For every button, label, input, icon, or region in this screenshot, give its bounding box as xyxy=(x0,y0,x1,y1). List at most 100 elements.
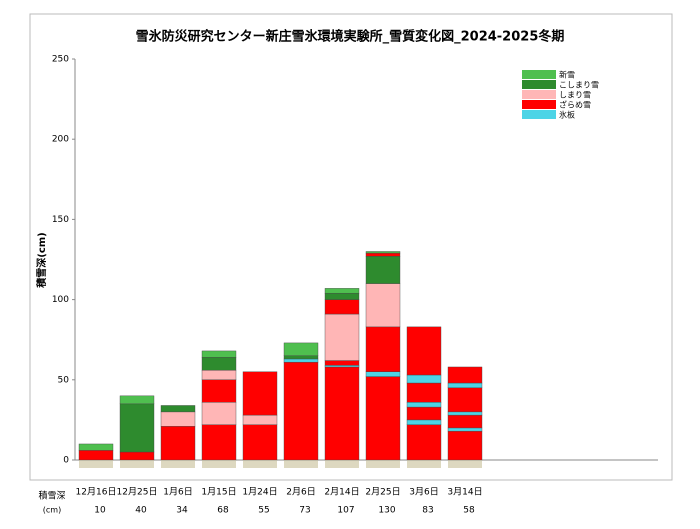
depth-row-unit: (cm) xyxy=(43,506,61,515)
depth-label: 68 xyxy=(217,506,229,516)
snow-layer xyxy=(324,299,360,315)
depth-label: 58 xyxy=(463,506,475,516)
ground xyxy=(243,460,277,468)
snow-layer xyxy=(406,374,442,384)
depth-label: 40 xyxy=(135,506,147,516)
chart-title: 雪氷防災研究センター新庄雪氷環境実験所_雪質変化図_2024-2025冬期 xyxy=(136,29,565,45)
snow-layer xyxy=(201,350,237,358)
legend-label: 氷板 xyxy=(559,110,575,120)
depth-label: 130 xyxy=(378,506,395,516)
ground xyxy=(161,460,195,468)
ground xyxy=(202,460,236,468)
y-tick-label: 0 xyxy=(63,456,69,466)
snow-layer xyxy=(119,451,155,461)
ground xyxy=(366,460,400,468)
y-axis-label: 積雪深(cm) xyxy=(35,232,48,289)
depth-label: 73 xyxy=(299,506,310,516)
snow-layer xyxy=(201,369,237,380)
snow-layer xyxy=(119,395,155,405)
snow-layer xyxy=(283,358,319,363)
legend-swatch xyxy=(522,90,556,99)
x-tick-label: 3月14日 xyxy=(447,487,482,498)
snow-layer xyxy=(201,357,237,371)
snow-layer xyxy=(324,313,360,361)
snow-layer xyxy=(447,414,483,429)
snow-layer xyxy=(447,366,483,384)
snow-layer xyxy=(406,419,442,425)
snow-layer xyxy=(283,361,319,461)
ground xyxy=(284,460,318,468)
snow-layer xyxy=(406,402,442,408)
x-tick-label: 2月25日 xyxy=(365,487,400,498)
snow-layer xyxy=(283,342,319,356)
x-tick-label: 3月6日 xyxy=(409,487,438,498)
snow-layer xyxy=(242,414,278,425)
x-tick-label: 2月6日 xyxy=(286,487,315,498)
snow-layer xyxy=(447,430,483,461)
snow-layer xyxy=(365,251,401,254)
snow-layer xyxy=(447,382,483,389)
legend-label: しまり雪 xyxy=(559,91,591,100)
depth-label: 107 xyxy=(337,506,354,516)
snow-layer xyxy=(242,424,278,461)
y-tick-label: 100 xyxy=(52,295,69,305)
chart-frame xyxy=(29,13,673,481)
ground xyxy=(407,460,441,468)
depth-row-label: 積雪深 xyxy=(38,490,65,502)
snow-layer xyxy=(324,366,360,461)
depth-label: 83 xyxy=(422,506,433,516)
legend-label: 新雪 xyxy=(559,70,575,80)
snow-layer xyxy=(365,256,401,284)
snow-layer xyxy=(78,450,114,461)
x-tick-label: 1月24日 xyxy=(242,487,277,498)
snow-layer xyxy=(406,326,442,376)
snow-layer xyxy=(324,365,360,368)
snow-layer xyxy=(406,382,442,403)
y-tick-label: 250 xyxy=(52,55,69,65)
y-tick-label: 50 xyxy=(58,375,70,385)
ground xyxy=(120,460,154,468)
snow-layer xyxy=(324,360,360,366)
ground xyxy=(325,460,359,468)
snow-layer xyxy=(365,376,401,461)
snow-layer xyxy=(447,427,483,432)
y-tick-label: 200 xyxy=(52,135,69,145)
snow-layer xyxy=(324,288,360,294)
y-tick-label: 150 xyxy=(52,215,69,225)
snow-layer xyxy=(447,387,483,413)
snow-layer xyxy=(447,411,483,416)
snow-layer xyxy=(78,443,114,451)
legend-label: ざらめ雪 xyxy=(559,100,591,110)
x-tick-label: 12月16日 xyxy=(76,487,117,498)
x-tick-label: 1月15日 xyxy=(201,487,236,498)
snow-layer xyxy=(160,426,196,461)
snow-layer xyxy=(201,402,237,425)
snow-layer xyxy=(365,283,401,328)
snow-layer xyxy=(160,405,196,413)
snow-layer xyxy=(160,411,196,427)
snow-layer xyxy=(365,252,401,257)
x-tick-label: 1月6日 xyxy=(163,487,192,498)
ground xyxy=(79,460,113,468)
legend-swatch xyxy=(522,100,556,109)
depth-label: 34 xyxy=(176,506,188,516)
snow-layer xyxy=(406,406,442,421)
depth-label: 55 xyxy=(258,506,269,516)
depth-label: 10 xyxy=(94,506,106,516)
snow-layer xyxy=(324,292,360,300)
ground xyxy=(448,460,482,468)
snow-layer xyxy=(365,371,401,377)
legend-label: こしまり雪 xyxy=(559,81,599,90)
legend-swatch xyxy=(522,110,556,119)
snow-layer xyxy=(201,379,237,403)
legend-swatch xyxy=(522,70,556,79)
snow-layer xyxy=(119,403,155,453)
x-tick-label: 12月25日 xyxy=(117,487,158,498)
snow-layer xyxy=(242,371,278,416)
snow-layer xyxy=(365,326,401,372)
snow-layer xyxy=(201,424,237,461)
x-tick-label: 2月14日 xyxy=(324,487,359,498)
snow-layer xyxy=(406,424,442,461)
legend-swatch xyxy=(522,80,556,89)
